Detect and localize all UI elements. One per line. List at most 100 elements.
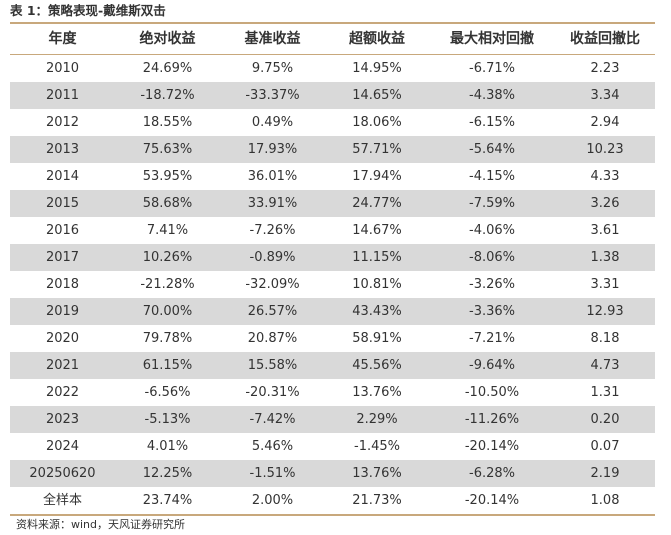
- cell-year: 2010: [45, 61, 80, 76]
- table-title: 表 1：策略表现-戴维斯双击: [10, 3, 166, 18]
- column-header-excess-return: 超额收益: [349, 31, 405, 47]
- cell-absolute-return: 61.15%: [142, 358, 193, 373]
- cell-absolute-return: 58.68%: [142, 196, 193, 211]
- cell-absolute-return: -5.13%: [144, 412, 191, 427]
- cell-year: 2014: [45, 169, 80, 184]
- cell-benchmark-return: 2.00%: [251, 493, 294, 508]
- table-row: 2014 53.95% 36.01% 17.94% -4.15% 4.33: [10, 163, 655, 190]
- cell-return-drawdown-ratio: 8.18: [590, 331, 620, 346]
- cell-excess-return: 13.76%: [352, 385, 402, 400]
- cell-benchmark-return: 20.87%: [247, 331, 298, 346]
- cell-absolute-return: 12.25%: [142, 466, 193, 481]
- column-header-absolute-return: 绝对收益: [139, 31, 196, 47]
- cell-excess-return: 13.76%: [352, 466, 402, 481]
- table-top-rule: [10, 22, 655, 24]
- cell-return-drawdown-ratio: 2.94: [590, 115, 620, 130]
- cell-max-relative-drawdown: -9.64%: [469, 358, 515, 373]
- cell-absolute-return: 24.69%: [142, 61, 193, 76]
- cell-excess-return: 11.15%: [352, 250, 402, 265]
- cell-return-drawdown-ratio: 10.23: [586, 142, 624, 157]
- cell-year: 2022: [45, 385, 80, 400]
- cell-max-relative-drawdown: -5.64%: [469, 142, 515, 157]
- table-bottom-rule: [10, 514, 655, 516]
- cell-max-relative-drawdown: -8.06%: [469, 250, 515, 265]
- cell-return-drawdown-ratio: 0.07: [590, 439, 620, 454]
- cell-year: 2015: [45, 196, 80, 211]
- cell-benchmark-return: -20.31%: [245, 385, 300, 400]
- cell-absolute-return: 7.41%: [146, 223, 189, 238]
- cell-benchmark-return: 0.49%: [251, 115, 294, 130]
- cell-max-relative-drawdown: -20.14%: [464, 493, 520, 508]
- cell-absolute-return: 53.95%: [142, 169, 193, 184]
- cell-excess-return: 14.95%: [352, 61, 402, 76]
- cell-benchmark-return: -33.37%: [245, 88, 300, 103]
- cell-return-drawdown-ratio: 3.31: [590, 277, 620, 292]
- cell-max-relative-drawdown: -6.15%: [469, 115, 515, 130]
- cell-absolute-return: 18.55%: [142, 115, 193, 130]
- cell-excess-return: 17.94%: [352, 169, 402, 184]
- column-header-year: 年度: [48, 31, 77, 47]
- cell-year: 2020: [45, 331, 80, 346]
- cell-excess-return: 18.06%: [352, 115, 402, 130]
- cell-year: 2021: [45, 358, 80, 373]
- column-header-benchmark-return: 基准收益: [244, 31, 301, 47]
- cell-benchmark-return: 26.57%: [247, 304, 298, 319]
- cell-benchmark-return: 17.93%: [247, 142, 298, 157]
- cell-max-relative-drawdown: -4.38%: [469, 88, 515, 103]
- table-row: 2011 -18.72% -33.37% 14.65% -4.38% 3.34: [10, 82, 655, 109]
- table-row: 全样本 23.74% 2.00% 21.73% -20.14% 1.08: [10, 487, 655, 514]
- cell-absolute-return: 75.63%: [142, 142, 193, 157]
- source-note: 资料来源：wind，天风证券研究所: [16, 518, 186, 531]
- cell-absolute-return: 79.78%: [142, 331, 193, 346]
- cell-excess-return: -1.45%: [354, 439, 400, 454]
- table-row: 2016 7.41% -7.26% 14.67% -4.06% 3.61: [10, 217, 655, 244]
- cell-absolute-return: 70.00%: [142, 304, 193, 319]
- cell-year: 2012: [45, 115, 80, 130]
- cell-return-drawdown-ratio: 3.26: [590, 196, 620, 211]
- cell-absolute-return: -6.56%: [144, 385, 191, 400]
- cell-return-drawdown-ratio: 2.23: [590, 61, 620, 76]
- cell-return-drawdown-ratio: 4.73: [590, 358, 620, 373]
- cell-year: 全样本: [42, 493, 82, 508]
- table-row: 2015 58.68% 33.91% 24.77% -7.59% 3.26: [10, 190, 655, 217]
- cell-benchmark-return: 33.91%: [247, 196, 298, 211]
- table-row: 2012 18.55% 0.49% 18.06% -6.15% 2.94: [10, 109, 655, 136]
- strategy-performance-table: 年度 绝对收益 基准收益 超额收益 最大相对回撤 收益回撤比 2010 24.69…: [10, 22, 655, 516]
- cell-max-relative-drawdown: -7.59%: [469, 196, 515, 211]
- cell-max-relative-drawdown: -6.71%: [469, 61, 515, 76]
- cell-absolute-return: 10.26%: [142, 250, 193, 265]
- cell-excess-return: 24.77%: [352, 196, 402, 211]
- cell-excess-return: 58.91%: [352, 331, 402, 346]
- cell-absolute-return: -21.28%: [140, 277, 195, 292]
- cell-return-drawdown-ratio: 3.34: [590, 88, 620, 103]
- cell-return-drawdown-ratio: 1.08: [590, 493, 620, 508]
- cell-max-relative-drawdown: -11.26%: [464, 412, 520, 427]
- cell-year: 2024: [45, 439, 80, 454]
- table-row: 2024 4.01% 5.46% -1.45% -20.14% 0.07: [10, 433, 655, 460]
- cell-benchmark-return: 36.01%: [247, 169, 298, 184]
- cell-excess-return: 14.65%: [352, 88, 402, 103]
- table-row: 2021 61.15% 15.58% 45.56% -9.64% 4.73: [10, 352, 655, 379]
- column-header-max-relative-drawdown: 最大相对回撤: [450, 31, 534, 47]
- cell-benchmark-return: -1.51%: [249, 466, 296, 481]
- cell-absolute-return: 23.74%: [142, 493, 193, 508]
- table-row: 20250620 12.25% -1.51% 13.76% -6.28% 2.19: [10, 460, 655, 487]
- cell-max-relative-drawdown: -20.14%: [464, 439, 520, 454]
- cell-max-relative-drawdown: -6.28%: [469, 466, 515, 481]
- cell-year: 20250620: [29, 466, 96, 481]
- cell-year: 2023: [45, 412, 80, 427]
- cell-excess-return: 21.73%: [352, 493, 402, 508]
- cell-year: 2017: [45, 250, 80, 265]
- table-row: 2018 -21.28% -32.09% 10.81% -3.26% 3.31: [10, 271, 655, 298]
- cell-max-relative-drawdown: -7.21%: [469, 331, 515, 346]
- cell-excess-return: 57.71%: [352, 142, 402, 157]
- cell-excess-return: 10.81%: [352, 277, 402, 292]
- cell-benchmark-return: -7.42%: [249, 412, 296, 427]
- table-row: 2020 79.78% 20.87% 58.91% -7.21% 8.18: [10, 325, 655, 352]
- cell-return-drawdown-ratio: 1.31: [590, 385, 620, 400]
- cell-excess-return: 45.56%: [352, 358, 402, 373]
- cell-return-drawdown-ratio: 3.61: [590, 223, 620, 238]
- cell-excess-return: 43.43%: [352, 304, 402, 319]
- cell-max-relative-drawdown: -3.36%: [469, 304, 515, 319]
- cell-benchmark-return: 9.75%: [251, 61, 294, 76]
